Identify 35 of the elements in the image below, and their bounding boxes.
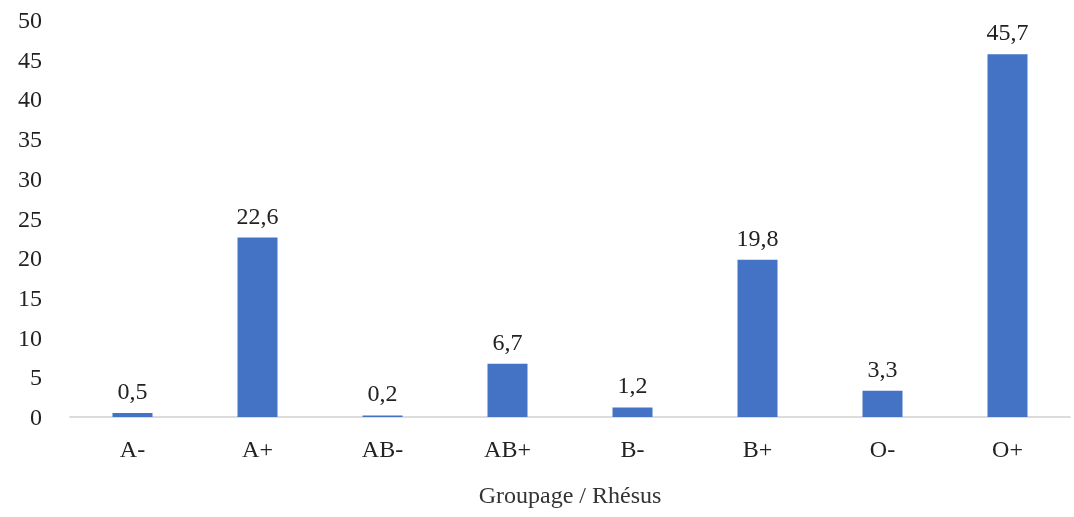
- y-tick-label: 50: [18, 7, 42, 33]
- data-label: 0,5: [117, 378, 148, 405]
- y-tick-label: 20: [18, 245, 42, 272]
- x-tick-label: AB-: [361, 436, 404, 462]
- x-tick-label: B+: [742, 436, 773, 462]
- x-tick-label: A+: [242, 436, 273, 462]
- y-tick-label: 10: [18, 324, 42, 351]
- y-tick-label: 25: [18, 205, 42, 232]
- y-tick-label: 35: [18, 126, 42, 153]
- data-label: 3,3: [867, 355, 898, 382]
- x-axis-title: Groupage / Rhésus: [478, 482, 662, 508]
- bar: [237, 237, 278, 417]
- bar: [612, 407, 653, 417]
- data-label: 45,7: [986, 19, 1029, 46]
- bar: [987, 54, 1028, 417]
- x-tick-label: O-: [869, 436, 896, 462]
- bar: [862, 390, 903, 417]
- x-tick-label: B-: [620, 436, 645, 462]
- bar: [112, 413, 153, 417]
- y-tick-label: 45: [18, 46, 42, 73]
- x-tick-label: A-: [119, 436, 146, 462]
- y-tick-label: 5: [30, 364, 42, 391]
- data-label: 22,6: [236, 202, 279, 229]
- y-tick-label: 40: [18, 86, 42, 113]
- y-tick-label: 30: [18, 165, 42, 192]
- bar: [487, 363, 528, 417]
- data-label: 0,2: [367, 380, 398, 407]
- data-label: 19,8: [736, 224, 779, 251]
- x-tick-label: O+: [992, 436, 1023, 462]
- y-tick-label: 0: [30, 404, 42, 430]
- data-label: 6,7: [492, 328, 523, 355]
- bar: [737, 259, 778, 417]
- y-tick-label: 15: [18, 284, 42, 311]
- x-tick-label: AB+: [484, 436, 531, 462]
- data-label: 1,2: [617, 372, 648, 399]
